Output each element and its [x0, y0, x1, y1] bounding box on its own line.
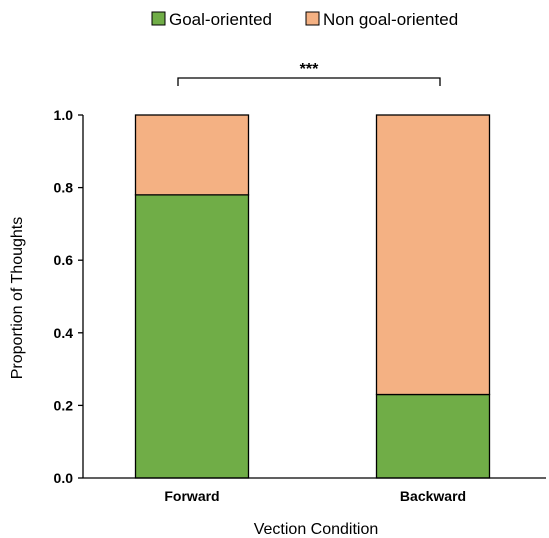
legend: Goal-oriented Non goal-oriented: [151, 10, 458, 29]
y-tick-label: 0.0: [54, 470, 74, 486]
legend-label-goal-oriented: Goal-oriented: [169, 10, 272, 29]
bar-backward-non-goal-oriented: [375, 114, 491, 396]
significance-bracket: ***: [177, 61, 441, 86]
y-tick-label: 0.4: [54, 325, 74, 341]
legend-label-non-goal-oriented: Non goal-oriented: [323, 10, 458, 29]
y-axis: 0.0 0.2 0.4 0.6 0.8 1.0: [54, 107, 84, 486]
y-tick-label: 0.2: [54, 397, 74, 413]
legend-swatch-goal-oriented: [151, 11, 166, 26]
x-tick-label-backward: Backward: [400, 488, 466, 504]
bar-backward-goal-oriented: [375, 393, 491, 479]
x-axis-title: Vection Condition: [254, 521, 379, 538]
bars: [134, 114, 491, 479]
y-tick-label: 0.6: [54, 252, 74, 268]
bar-forward-goal-oriented: [134, 194, 250, 479]
y-tick-label: 0.8: [54, 180, 74, 196]
significance-bracket-line: [177, 77, 441, 86]
y-axis-title: Proportion of Thoughts: [9, 217, 26, 379]
legend-swatch-non-goal-oriented: [305, 11, 320, 26]
bar-forward-non-goal-oriented: [134, 114, 250, 196]
x-tick-label-forward: Forward: [164, 488, 219, 504]
significance-label: ***: [300, 61, 319, 78]
y-tick-label: 1.0: [54, 107, 74, 123]
x-axis: Forward Backward: [83, 477, 546, 504]
